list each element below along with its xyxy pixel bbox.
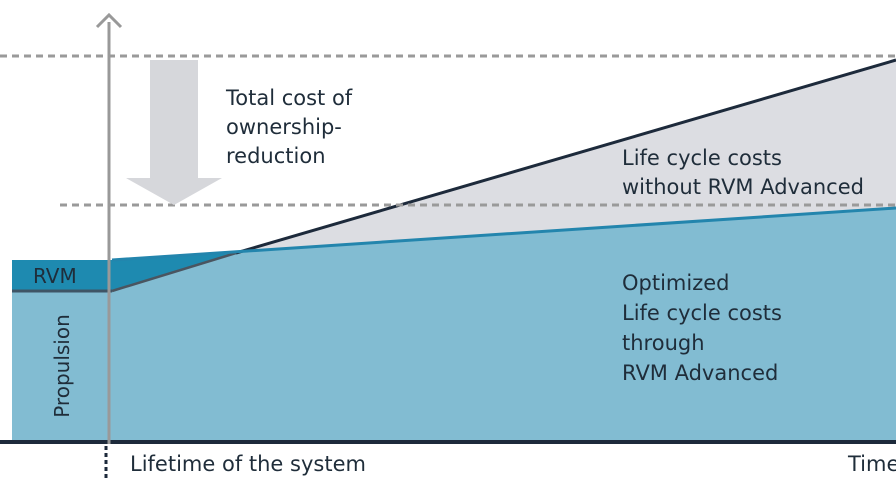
- tco-reduction-arrow: [126, 60, 222, 205]
- tco-reduction-label: Total cost of ownership-reduction: [226, 86, 353, 168]
- lcc-without-lower-segment: [111, 251, 237, 293]
- optimized-lcc-area: [12, 208, 896, 442]
- propulsion-label: Propulsion: [50, 314, 74, 418]
- optimized-lcc-label: Optimized Life cycle costs through RVM A…: [622, 271, 782, 385]
- time-label: Time: [848, 452, 896, 476]
- optimized-lcc-line: [111, 206, 896, 262]
- lcc-without-label: Life cycle costs without RVM Advanced: [622, 146, 864, 199]
- lifetime-label: Lifetime of the system: [130, 452, 366, 476]
- rvm-label: RVM: [33, 264, 77, 288]
- lcc-without-line: [235, 58, 896, 255]
- axis-arrowhead-icon: [95, 12, 123, 29]
- rvm-block: [12, 253, 236, 290]
